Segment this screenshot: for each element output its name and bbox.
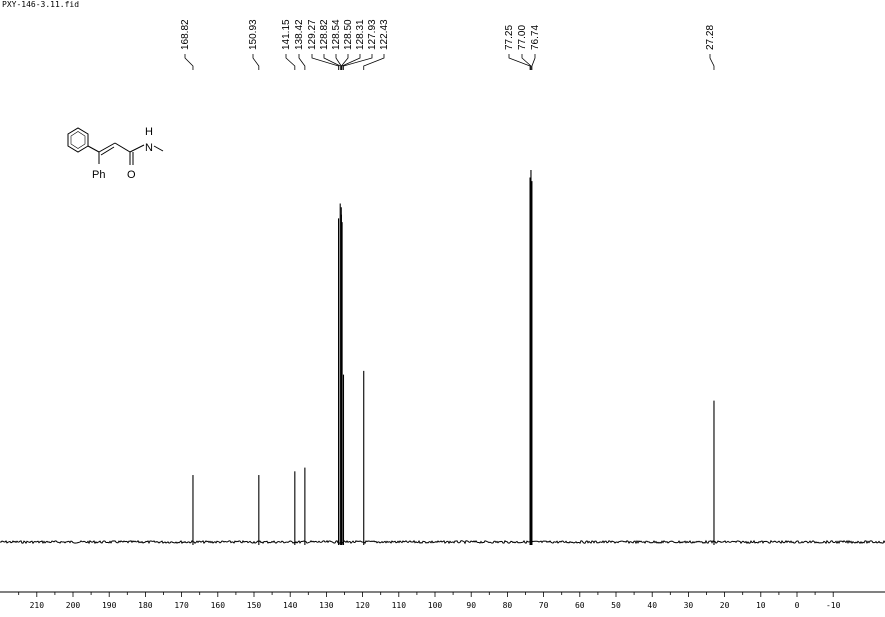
baseline-trace [0, 539, 885, 545]
peak-label: 168.82 [180, 19, 191, 50]
x-tick-label: 150 [247, 601, 262, 610]
x-tick-label: 70 [539, 601, 549, 610]
x-tick-label: 0 [795, 601, 800, 610]
peak-label: 128.82 [319, 19, 330, 50]
x-tick-label: 10 [756, 601, 766, 610]
molecule-structure [67, 127, 164, 165]
peak-label: 141.15 [281, 19, 292, 50]
peak-label-leader [298, 54, 306, 70]
peak-label-leader [285, 54, 296, 70]
x-tick-label: 100 [428, 601, 443, 610]
structure-n-label: N [145, 142, 153, 154]
peak-label-leader [252, 54, 260, 70]
peak-label-leader [311, 54, 339, 70]
peak-label-leader [363, 54, 385, 70]
structure-o-label: O [127, 169, 136, 181]
x-tick-label: 190 [102, 601, 117, 610]
peak-label: 128.31 [355, 19, 366, 50]
x-tick-label: 30 [684, 601, 694, 610]
x-tick-label: 200 [66, 601, 81, 610]
x-tick-label: 120 [355, 601, 370, 610]
peak-label: 76.74 [530, 25, 541, 50]
peak-label-leader [323, 54, 341, 70]
peak-label: 77.25 [504, 25, 515, 50]
peak-label-leader [341, 54, 361, 70]
structure-ph-label: Ph [92, 169, 105, 181]
peak-label: 127.93 [367, 19, 378, 50]
x-tick-label: 130 [319, 601, 334, 610]
file-name: PXY-146-3.11.fid [2, 0, 80, 9]
peak-label-leader [343, 54, 373, 70]
x-tick-label: 50 [611, 601, 621, 610]
peak-label-leader [184, 54, 194, 70]
x-tick-label: 170 [174, 601, 189, 610]
x-tick-label: 80 [503, 601, 513, 610]
peak-label: 122.43 [379, 19, 390, 50]
peak-label-leader [521, 54, 532, 70]
peak-label-leader [508, 54, 531, 70]
peak-label-leader [340, 54, 349, 70]
x-tick-label: 160 [211, 601, 226, 610]
x-tick-label: 40 [647, 601, 657, 610]
x-tick-label: 20 [720, 601, 730, 610]
x-tick-label: 140 [283, 601, 298, 610]
x-tick-label: 90 [466, 601, 476, 610]
peak-label: 128.54 [331, 19, 342, 50]
peak-label: 128.50 [343, 19, 354, 50]
x-tick-label: 210 [30, 601, 45, 610]
peak-label: 77.00 [517, 25, 528, 50]
peak-label-leader [709, 54, 715, 70]
peak-label-leader [531, 54, 536, 70]
x-tick-label: 180 [138, 601, 153, 610]
peak-label: 138.42 [294, 19, 305, 50]
x-tick-label: 60 [575, 601, 585, 610]
structure-h-label: H [145, 126, 153, 138]
peak-label: 129.27 [307, 19, 318, 50]
x-tick-label: 110 [392, 601, 407, 610]
peak-label: 27.28 [705, 25, 716, 50]
x-tick-label: -10 [826, 601, 841, 610]
peak-label: 150.93 [248, 19, 259, 50]
